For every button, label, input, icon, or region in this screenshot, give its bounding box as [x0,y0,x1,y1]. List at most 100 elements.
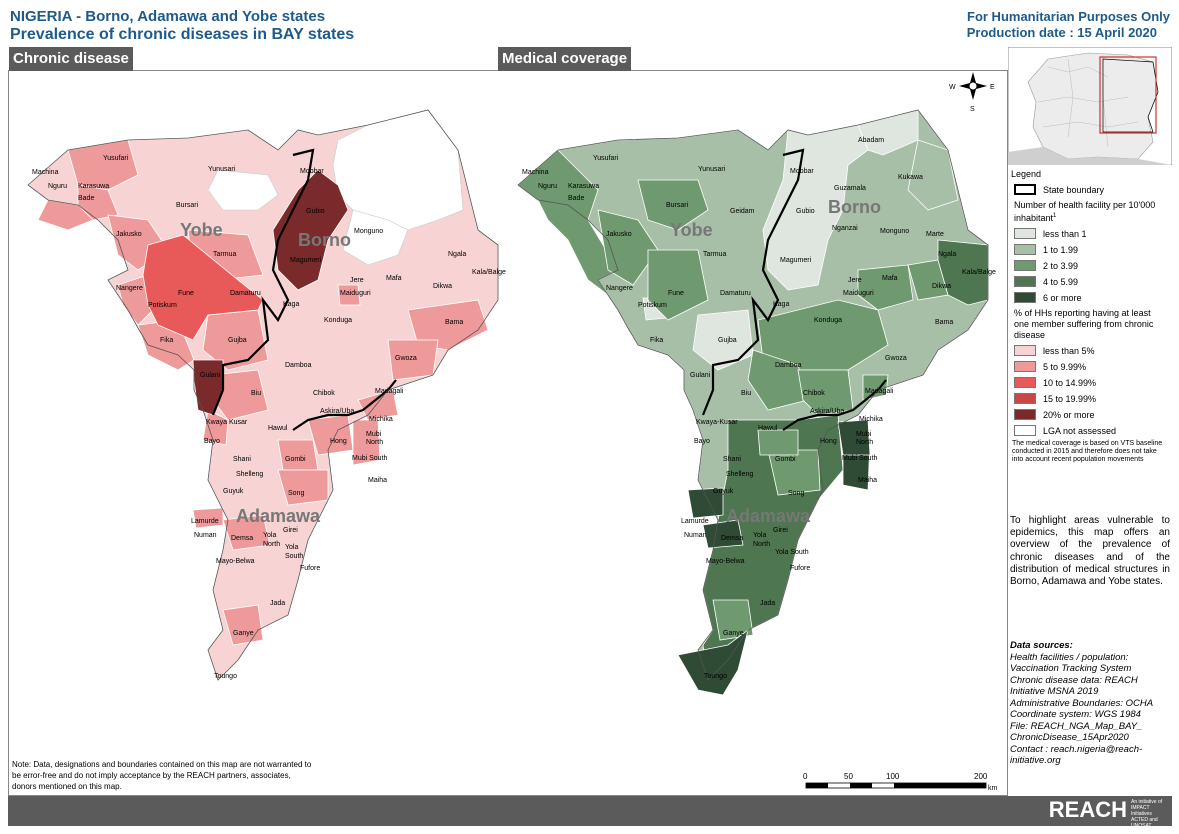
madagali-green [862,374,889,401]
coverage-class-label: less than 1 [1043,228,1087,239]
bama [407,299,489,351]
song-mid [767,449,821,496]
disease-class-label: 10 to 14.99% [1043,377,1097,388]
footer-bar [8,796,1172,826]
svg-text:Mayo-Belwa: Mayo-Belwa [216,558,255,565]
not-assessed-swatch [1014,425,1036,436]
svg-text:Dikwa: Dikwa [932,283,951,290]
svg-text:Machina: Machina [32,169,59,176]
production-date: Production date : 15 April 2020 [966,25,1157,40]
svg-text:Kwaya-Kusar: Kwaya-Kusar [696,419,738,426]
jakusko-green [597,209,659,286]
disease-class-item: 20% or more [1014,408,1172,421]
svg-text:Bursari: Bursari [666,202,689,209]
yunusari-white [207,169,279,211]
svg-text:Ganye: Ganye [233,630,254,637]
compass-e: E [990,84,995,91]
svg-text:Fufore: Fufore [300,565,320,572]
lga-labels-left: Machina Yusufari Nguru Karasuwa Bade Yunusa… [32,155,506,680]
svg-text:Shani: Shani [723,456,741,463]
svg-text:Nguru: Nguru [48,183,67,190]
lga-labels-right: Machina Yusufari Nguru Karasuwa Bade Yunusa… [522,137,996,680]
coverage-class-item: less than 1 [1014,227,1172,240]
svg-text:Michika: Michika [859,416,883,423]
svg-text:Fika: Fika [650,337,663,344]
disease-class-swatch [1014,393,1036,404]
state-label-adamawa-right: Adamawa [726,506,811,526]
svg-text:Bayo: Bayo [694,438,710,445]
svg-text:Magumeri: Magumeri [290,257,322,264]
svg-text:Hawul: Hawul [268,425,288,432]
svg-text:North: North [856,439,873,446]
chronic-disease-map: Yobe Borno Adamawa Machina Yusufari Nguru… [27,109,506,681]
coverage-class-label: 1 to 1.99 [1043,244,1079,255]
svg-text:Jere: Jere [350,277,364,284]
svg-text:Nguru: Nguru [538,183,557,190]
state-label-borno-left: Borno [298,230,351,250]
disclaimer-note: Note: Data, designations and boundaries … [12,760,312,791]
svg-text:Bama: Bama [445,319,463,326]
svg-text:Lamurde: Lamurde [191,518,219,525]
intro-text: To highlight areas vulnerable to epidemi… [1010,515,1170,588]
mubi [352,419,381,466]
svg-text:Kala/Balge: Kala/Balge [962,269,996,276]
svg-text:Maiduguri: Maiduguri [843,290,874,297]
disease-class-swatch [1014,377,1036,388]
coverage-class-item: 2 to 3.99 [1014,259,1172,272]
coverage-class-label: 2 to 3.99 [1043,260,1079,271]
svg-text:Kwaya Kusar: Kwaya Kusar [206,419,248,426]
bade [77,184,119,221]
svg-text:Bursari: Bursari [176,202,199,209]
scale-bar: 0 50 100 200 km [803,772,998,792]
svg-text:Tarmua: Tarmua [703,251,726,258]
svg-text:Potiskum: Potiskum [638,302,667,309]
ganye-mid [712,599,754,641]
svg-text:Bama: Bama [935,319,953,326]
sources-heading: Data sources: [1010,640,1073,651]
scale-tick-0: 0 [803,772,808,781]
coverage-class-swatch [1014,292,1036,303]
svg-text:Abadam: Abadam [858,137,884,144]
svg-text:Gubio: Gubio [306,208,325,215]
svg-text:Hawul: Hawul [758,425,778,432]
svg-text:Nangere: Nangere [606,285,633,292]
kwaya [202,409,229,446]
coverage-class-label: 6 or more [1043,292,1082,303]
svg-text:Yusufari: Yusufari [593,155,619,162]
svg-text:Yola: Yola [753,532,766,539]
maps-canvas: Yobe Borno Adamawa Machina Yusufari Nguru… [27,72,998,792]
disease-class-item: less than 5% [1014,344,1172,357]
svg-text:Mobbar: Mobbar [300,168,324,175]
svg-text:Shelleng: Shelleng [236,471,263,478]
ganye [222,604,264,646]
scale-tick-200: 200 [974,772,988,781]
disease-class-item: 10 to 14.99% [1014,376,1172,389]
svg-text:Yunusari: Yunusari [698,166,726,173]
svg-text:Askira/Uba: Askira/Uba [320,408,354,415]
data-sources: Data sources: Health facilities / popula… [1010,640,1172,767]
svg-text:Gombi: Gombi [285,456,306,463]
svg-text:Yola: Yola [285,544,298,551]
svg-text:Song: Song [788,490,804,497]
svg-text:Karasuwa: Karasuwa [568,183,599,190]
legend-not-assessed: LGA not assessed [1014,424,1172,437]
coverage-class-item: 6 or more [1014,291,1172,304]
svg-text:Guyuk: Guyuk [713,488,734,495]
svg-text:Yusufari: Yusufari [103,155,129,162]
svg-text:Mobbar: Mobbar [790,168,814,175]
svg-text:Monguno: Monguno [354,228,383,235]
svg-text:Gubio: Gubio [796,208,815,215]
svg-text:Monguno: Monguno [880,228,909,235]
monguno-not-assessed [342,209,409,266]
source-line: Coordinate system: WGS 1984 [1010,709,1141,720]
legend-state-boundary: State boundary [1014,183,1172,196]
coverage-class-swatch [1014,260,1036,271]
scale-unit: km [988,785,998,792]
compass-rose: N S E W [949,72,995,113]
svg-text:Geidam: Geidam [730,208,755,215]
legend: Legend State boundary Number of health f… [1008,167,1172,467]
svg-text:Madagali: Madagali [865,388,894,395]
svg-text:Fika: Fika [160,337,173,344]
mafa-green [857,264,914,311]
svg-text:Mafa: Mafa [882,275,898,282]
